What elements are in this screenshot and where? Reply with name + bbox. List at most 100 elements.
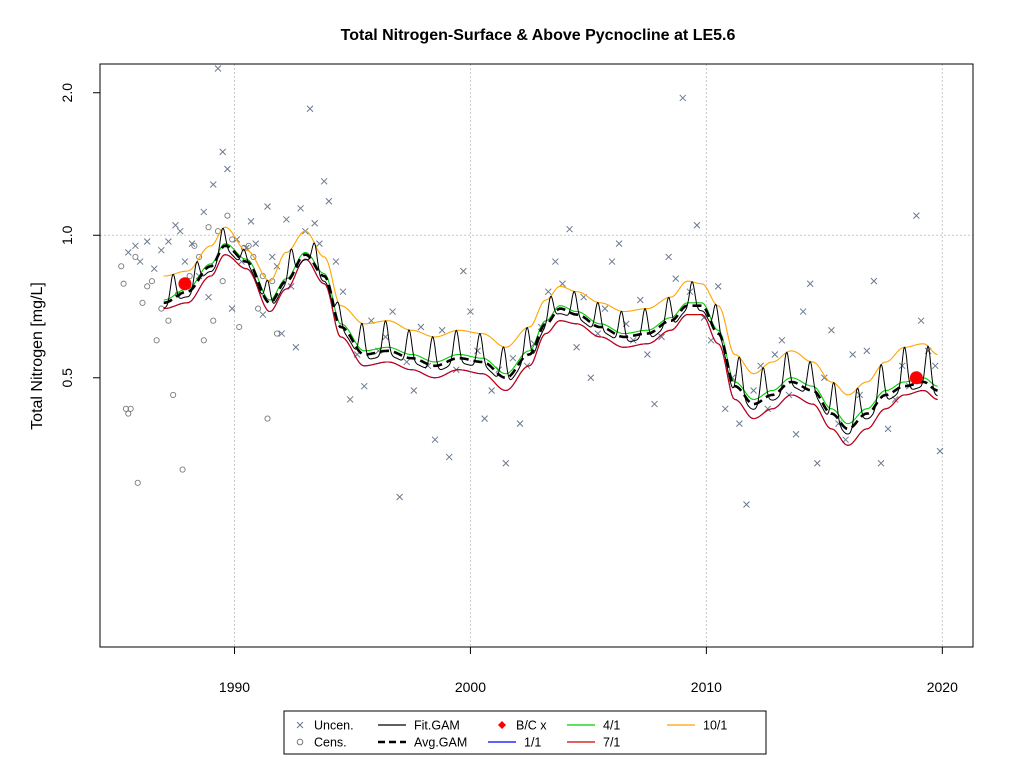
legend-item-avg: Avg.GAM [378, 736, 467, 750]
uncensored-point [743, 501, 750, 508]
uncensored-point [913, 212, 920, 220]
uncensored-point [559, 280, 566, 288]
y-tick-label: 1.0 [59, 225, 75, 245]
uncensored-point [552, 258, 559, 265]
uncensored-point [325, 197, 333, 205]
uncensored-point [460, 267, 467, 275]
uncensored-point [573, 343, 580, 351]
uncensored-point [778, 336, 786, 344]
uncensored-point [884, 425, 892, 433]
uncensored-point [566, 225, 573, 233]
legend-item-cens: Cens. [296, 736, 347, 750]
uncensored-point [252, 240, 260, 248]
censored-point [125, 410, 132, 417]
censored-point [148, 278, 155, 285]
y-tick-label: 0.5 [59, 368, 75, 388]
censored-point [264, 415, 271, 422]
uncensored-point [792, 430, 800, 438]
series-lines [163, 226, 938, 446]
censored-point [158, 305, 165, 312]
censored-point [273, 330, 281, 337]
bc-point [909, 371, 923, 385]
uncensored-point [849, 351, 857, 358]
uncensored-point [651, 400, 658, 408]
uncensored-point [157, 246, 165, 254]
uncensored-point [214, 65, 222, 72]
uncensored-point [799, 308, 807, 315]
uncensored-point [936, 447, 944, 455]
censored-point [224, 212, 231, 219]
uncensored-point [172, 221, 179, 229]
uncensored-point [665, 253, 672, 261]
uncensored-point [150, 265, 158, 273]
bc-point [178, 277, 192, 291]
legend-item-m4: 4/1 [567, 719, 620, 733]
x-tick-label: 2020 [927, 679, 958, 695]
censored-point [132, 253, 139, 260]
uncensored-point [188, 240, 196, 248]
uncensored-point [721, 405, 729, 413]
uncensored-point [268, 253, 276, 261]
uncensored-point [297, 204, 304, 212]
censored-point [139, 299, 146, 306]
uncensored-point [320, 177, 328, 185]
uncensored-point [209, 181, 217, 188]
legend-label: Fit.GAM [414, 719, 460, 733]
uncensored-point [165, 238, 172, 245]
chart-title: Total Nitrogen-Surface & Above Pycnoclin… [341, 27, 736, 44]
uncensored-point [488, 387, 496, 394]
uncensored-point [870, 277, 878, 285]
uncensored-point [278, 330, 286, 337]
uncensored-point [287, 282, 295, 290]
grid [100, 64, 973, 647]
uncensored-point [917, 317, 925, 325]
censored-point [205, 224, 212, 231]
uncensored-point [481, 415, 488, 422]
uncensored-point [714, 282, 722, 290]
uncensored-point [311, 219, 319, 227]
uncensored-points [124, 65, 944, 508]
uncensored-point [587, 374, 595, 382]
fit-gam-path [163, 227, 938, 435]
uncensored-point [509, 354, 517, 362]
uncensored-point [445, 453, 453, 461]
uncensored-point [474, 347, 481, 355]
legend-item-m10: 10/1 [667, 719, 727, 733]
legend-item-uncen: Uncen. [296, 719, 354, 733]
uncensored-point [200, 208, 208, 216]
censored-point [210, 317, 217, 324]
uncensored-point [431, 436, 439, 444]
uncensored-point [636, 296, 644, 304]
censored-point [165, 317, 172, 324]
uncensored-point [283, 216, 290, 223]
legend-swatch [498, 721, 506, 729]
bc-points [178, 277, 923, 385]
uncensored-point [693, 221, 701, 229]
legend-label: 1/1 [524, 736, 541, 750]
fit-gam-line [163, 227, 938, 435]
uncensored-point [644, 351, 651, 358]
uncensored-point [332, 258, 340, 265]
uncensored-point [516, 420, 524, 428]
uncensored-point [360, 382, 368, 390]
legend-label: Uncen. [314, 719, 354, 733]
uncensored-point [842, 436, 849, 444]
censored-point [236, 323, 243, 331]
uncensored-point [389, 308, 396, 315]
uncensored-point [821, 374, 828, 382]
legend-item-m1: 1/1 [488, 736, 541, 750]
censored-point [229, 236, 236, 243]
uncensored-point [259, 311, 267, 318]
series-line-7-1 [163, 254, 938, 446]
censored-point [122, 405, 130, 412]
uncensored-point [601, 305, 609, 312]
uncensored-point [124, 249, 132, 256]
series-line-avg-gam [163, 244, 938, 431]
uncensored-point [658, 333, 665, 341]
uncensored-point [346, 396, 354, 403]
uncensored-point [736, 420, 743, 428]
censored-point [153, 337, 160, 344]
uncensored-point [771, 351, 779, 358]
uncensored-point [608, 258, 616, 265]
